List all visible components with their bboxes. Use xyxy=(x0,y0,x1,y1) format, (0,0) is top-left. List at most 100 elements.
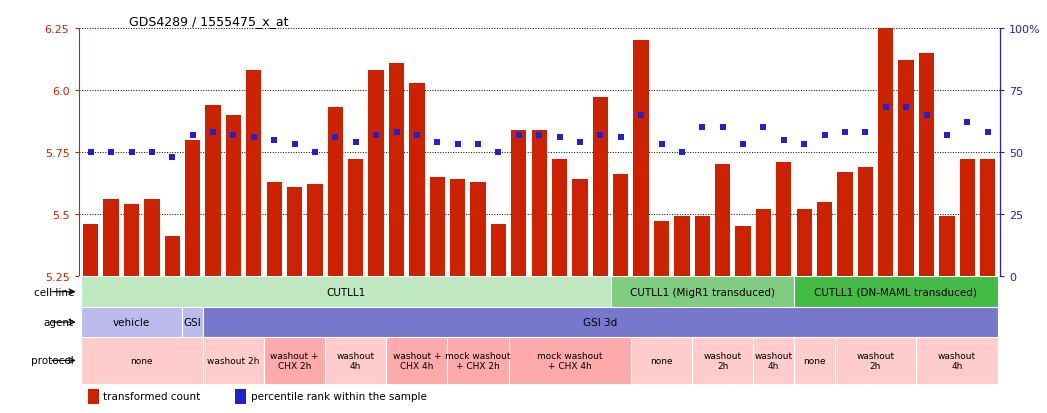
Text: none: none xyxy=(803,356,826,365)
Bar xyxy=(409,83,424,276)
Bar xyxy=(857,167,873,276)
Bar xyxy=(369,71,384,276)
Bar xyxy=(83,224,98,276)
Bar xyxy=(470,182,486,276)
Bar xyxy=(776,162,792,276)
Text: mock washout
+ CHX 2h: mock washout + CHX 2h xyxy=(445,351,511,370)
Bar xyxy=(81,308,182,337)
Bar xyxy=(203,337,264,384)
Text: CUTLL1: CUTLL1 xyxy=(326,287,365,297)
Bar xyxy=(633,41,649,276)
Point xyxy=(837,130,853,136)
Point xyxy=(632,112,649,119)
Text: none: none xyxy=(650,356,673,365)
Bar xyxy=(164,237,180,276)
Text: CUTLL1 (DN-MAML transduced): CUTLL1 (DN-MAML transduced) xyxy=(815,287,977,297)
Point xyxy=(653,142,670,148)
Point xyxy=(164,154,181,161)
Bar xyxy=(88,389,98,404)
Bar xyxy=(203,308,998,337)
Text: washout 2h: washout 2h xyxy=(207,356,260,365)
Bar xyxy=(386,337,447,384)
Point xyxy=(979,130,996,136)
Bar xyxy=(674,217,690,276)
Bar xyxy=(756,209,771,276)
Point xyxy=(592,132,608,138)
Point xyxy=(612,134,629,141)
Point xyxy=(938,132,955,138)
Bar xyxy=(267,182,282,276)
Bar xyxy=(631,337,692,384)
Text: GSI: GSI xyxy=(184,317,202,327)
Point xyxy=(918,112,935,119)
Point xyxy=(143,149,160,156)
Bar xyxy=(834,337,916,384)
Bar xyxy=(753,337,794,384)
Point xyxy=(348,139,364,146)
Text: vehicle: vehicle xyxy=(113,317,150,327)
Point xyxy=(551,134,567,141)
Text: washout +
CHX 2h: washout + CHX 2h xyxy=(270,351,319,370)
Text: CUTLL1 (MigR1 transduced): CUTLL1 (MigR1 transduced) xyxy=(630,287,775,297)
Bar xyxy=(246,71,262,276)
Point xyxy=(367,132,384,138)
Bar xyxy=(794,276,998,308)
Bar xyxy=(552,160,567,276)
Text: GSI 3d: GSI 3d xyxy=(583,317,618,327)
Point xyxy=(408,132,425,138)
Point xyxy=(103,149,119,156)
Text: GDS4289 / 1555475_x_at: GDS4289 / 1555475_x_at xyxy=(129,15,289,28)
Bar xyxy=(81,337,203,384)
Bar xyxy=(81,276,610,308)
Bar xyxy=(838,172,852,276)
Bar xyxy=(226,116,241,276)
Bar xyxy=(614,175,628,276)
Bar xyxy=(532,131,547,276)
Point xyxy=(490,149,507,156)
Point xyxy=(673,149,690,156)
Bar xyxy=(916,337,998,384)
Text: transformed count: transformed count xyxy=(104,392,201,401)
Point xyxy=(470,142,487,148)
Point xyxy=(327,134,343,141)
Bar xyxy=(654,222,669,276)
Point xyxy=(755,125,772,131)
Point xyxy=(225,132,242,138)
Point xyxy=(204,130,221,136)
Bar xyxy=(735,227,751,276)
Text: washout
4h: washout 4h xyxy=(755,351,793,370)
Bar xyxy=(797,209,811,276)
Point xyxy=(184,132,201,138)
Bar xyxy=(447,337,509,384)
Bar xyxy=(794,337,834,384)
Bar xyxy=(236,389,246,404)
Point xyxy=(572,139,588,146)
Point xyxy=(388,130,405,136)
Text: protocol: protocol xyxy=(31,356,74,366)
Text: washout
2h: washout 2h xyxy=(704,351,741,370)
Point xyxy=(286,142,303,148)
Point xyxy=(796,142,812,148)
Bar xyxy=(388,64,404,276)
Point xyxy=(266,137,283,143)
Text: cell line: cell line xyxy=(34,287,74,297)
Bar xyxy=(919,54,934,276)
Text: mock washout
+ CHX 4h: mock washout + CHX 4h xyxy=(537,351,602,370)
Bar xyxy=(328,108,343,276)
Bar xyxy=(593,98,608,276)
Text: washout +
CHX 4h: washout + CHX 4h xyxy=(393,351,441,370)
Bar xyxy=(715,165,731,276)
Point xyxy=(449,142,466,148)
Bar xyxy=(817,202,832,276)
Point xyxy=(694,125,711,131)
Bar xyxy=(960,160,975,276)
Point xyxy=(897,105,914,112)
Bar xyxy=(511,131,527,276)
Point xyxy=(817,132,833,138)
Bar xyxy=(939,217,955,276)
Point xyxy=(429,139,446,146)
Bar xyxy=(429,177,445,276)
Bar xyxy=(264,337,326,384)
Bar xyxy=(898,61,914,276)
Point xyxy=(877,105,894,112)
